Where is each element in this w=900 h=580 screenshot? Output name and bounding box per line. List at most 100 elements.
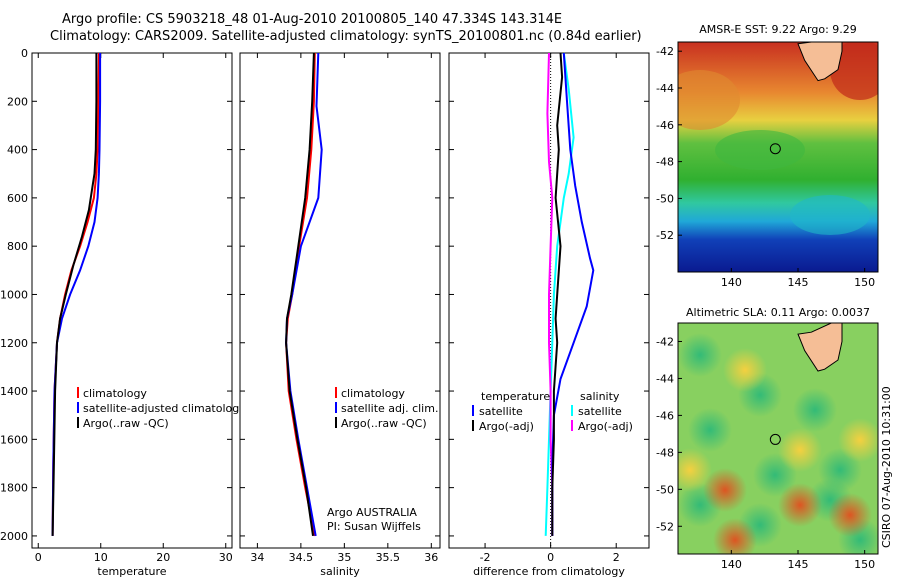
y-tick-label: -52	[656, 229, 674, 242]
y-tick-label: -48	[656, 446, 674, 459]
panel-frame	[31, 52, 233, 549]
legend-label: satellite	[578, 405, 622, 418]
y-tick-label: 800	[7, 240, 28, 253]
profile-panel-2: 34 34.5 35 35.5 36 salinity climatology satelli…	[239, 52, 441, 578]
x-axis-label: salinity	[320, 565, 360, 578]
series-line	[51, 53, 98, 536]
field-layer	[678, 323, 878, 554]
x-tick-label: 10	[94, 551, 108, 564]
y-tick-label: -44	[656, 372, 674, 385]
x-tick-label: -2	[480, 551, 491, 564]
x-tick-label: 34.5	[289, 551, 314, 564]
x-tick-label: 145	[788, 558, 809, 571]
x-tick-label: 36	[424, 551, 438, 564]
legend-label: Argo(..raw -QC)	[83, 417, 169, 430]
x-tick-label: 140	[721, 558, 742, 571]
legend-label: satellite	[479, 405, 523, 418]
y-tick-label: -44	[656, 82, 674, 95]
y-tick-label: -52	[656, 520, 674, 533]
y-tick-label: -42	[656, 335, 674, 348]
argo-location-marker	[769, 143, 781, 155]
profile-panel-1: 0 10 20 30 temperature 0 200 400 600 800 1000 1200 1…	[0, 47, 246, 578]
warm-patch	[678, 70, 740, 130]
x-tick-label: 35.5	[376, 551, 401, 564]
x-tick-label: 2	[613, 551, 620, 564]
plot-title-line-2: Climatology: CARS2009. Satellite-adjuste…	[50, 29, 642, 44]
sla-blob	[778, 483, 822, 527]
panel-frame	[239, 52, 441, 549]
sla-blob	[703, 468, 747, 512]
series-line	[285, 52, 315, 537]
argo-location-marker	[769, 433, 781, 445]
legend-label: Argo(-adj)	[578, 420, 633, 433]
legend-label: climatology	[341, 387, 405, 400]
field-layer	[678, 42, 878, 272]
x-tick-label: 150	[854, 276, 875, 289]
series-line	[546, 52, 554, 536]
y-tick-label: 0	[21, 47, 28, 60]
x-tick-label: 30	[219, 551, 233, 564]
map-frame	[677, 322, 879, 555]
x-tick-label: 34	[250, 551, 264, 564]
cyan-patch	[790, 195, 870, 235]
map-frame	[677, 41, 879, 273]
legend-label: satellite adj. clim.	[341, 402, 438, 415]
map-panels: AMSR-E SST: 9.22 Argo: 9.29 140 145 150 -42 -…	[656, 23, 879, 571]
x-tick-label: 35	[337, 551, 351, 564]
y-tick-label: -42	[656, 45, 674, 58]
y-tick-label: -46	[656, 409, 674, 422]
sla-map: Altimetric SLA: 0.11 Argo: 0.0037 140 145 1…	[656, 306, 879, 571]
y-tick-label: 1400	[0, 385, 28, 398]
y-tick-label: 2000	[0, 530, 28, 543]
sla-blob	[793, 388, 837, 432]
series-line	[551, 52, 564, 536]
map-title: AMSR-E SST: 9.22 Argo: 9.29	[699, 23, 857, 36]
y-tick-label: 600	[7, 192, 28, 205]
y-tick-label: 1600	[0, 433, 28, 446]
y-tick-label: 1800	[0, 482, 28, 495]
sla-blob	[828, 493, 872, 537]
sla-blob	[678, 333, 722, 377]
sla-blob	[778, 428, 822, 472]
green-patch	[715, 130, 805, 170]
x-tick-label: 150	[854, 558, 875, 571]
y-tick-label: 1000	[0, 288, 28, 301]
x-axis-label: temperature	[97, 565, 166, 578]
series-line	[544, 52, 575, 536]
y-tick-label: 1200	[0, 337, 28, 350]
sla-blob	[838, 418, 878, 462]
sla-blob	[688, 408, 732, 452]
legend-header: salinity	[580, 390, 620, 403]
x-tick-label: 0	[35, 551, 42, 564]
y-tick-label: -50	[656, 192, 674, 205]
sla-blob	[678, 448, 712, 492]
y-tick-label: -50	[656, 483, 674, 496]
x-tick-label: 145	[788, 276, 809, 289]
land-tasmania	[797, 42, 843, 82]
map-title: Altimetric SLA: 0.11 Argo: 0.0037	[686, 306, 870, 319]
x-tick-label: 140	[721, 276, 742, 289]
legend-label: climatology	[83, 387, 147, 400]
warm-patch	[830, 42, 878, 100]
legend-label: Argo(-adj)	[479, 420, 534, 433]
legend-label: satellite-adjusted climatology	[83, 402, 246, 415]
x-tick-label: 0	[547, 551, 554, 564]
y-tick-label: 200	[7, 95, 28, 108]
annotation-text: PI: Susan Wijffels	[327, 520, 421, 533]
land-tasmania	[797, 323, 843, 372]
y-tick-label: 400	[7, 144, 28, 157]
sst-map: AMSR-E SST: 9.22 Argo: 9.29 140 145 150 -42 -…	[656, 23, 879, 289]
annotation-text: Argo AUSTRALIA	[327, 506, 417, 519]
sla-blob	[713, 518, 757, 554]
x-axis-label: difference from climatology	[473, 565, 625, 578]
y-tick-label: -48	[656, 156, 674, 169]
legend-label: Argo(..raw -QC)	[341, 417, 427, 430]
y-tick-label: -46	[656, 119, 674, 132]
profile-panels: 0 10 20 30temperature0200400600800100012001…	[0, 47, 650, 578]
sla-blob	[723, 348, 767, 392]
legend-header: temperature	[481, 390, 550, 403]
plot-title-line-1: Argo profile: CS 5903218_48 01-Aug-2010 …	[62, 12, 563, 27]
x-tick-label: 20	[156, 551, 170, 564]
